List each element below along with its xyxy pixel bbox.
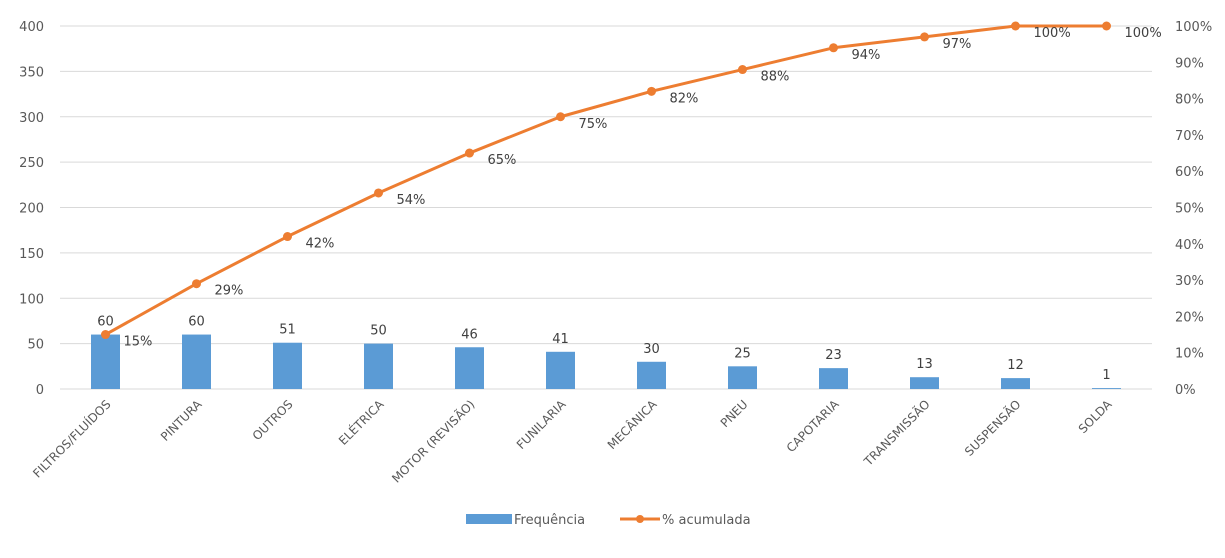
- line-data-label: 65%: [488, 153, 517, 168]
- bar: [182, 334, 211, 389]
- legend-bar-swatch: [466, 514, 512, 524]
- bar: [273, 342, 302, 389]
- y-tick-label: 0: [36, 383, 44, 398]
- y2-tick-label: 70%: [1175, 129, 1204, 144]
- cumulative-data-labels: 15% 29% 42% 54% 65% 75% 82% 88% 94% 97% 100% 100%: [124, 26, 1162, 350]
- y-tick-label: 200: [19, 202, 44, 217]
- y-axis-right: 0% 10% 20% 30% 40% 50% 60% 70% 80% 90% 100%: [1175, 20, 1212, 398]
- x-tick-label: TRANSMISSÃO: [860, 397, 933, 470]
- x-tick-label: MOTOR (REVISÃO): [388, 397, 477, 486]
- y2-tick-label: 90%: [1175, 56, 1204, 71]
- line-data-label: 54%: [397, 193, 426, 208]
- x-tick-label: ELÉTRICA: [335, 396, 387, 448]
- line-data-label: 15%: [124, 335, 153, 350]
- x-tick-label: PNEU: [718, 397, 751, 430]
- bar-data-label: 51: [279, 323, 296, 338]
- line-point: [738, 65, 747, 75]
- y-tick-label: 350: [19, 65, 44, 80]
- y2-tick-label: 30%: [1175, 274, 1204, 289]
- frequency-bars: [91, 334, 1121, 389]
- line-point: [465, 148, 474, 158]
- line-point: [283, 232, 292, 242]
- x-tick-label: SUSPENSÃO: [961, 397, 1023, 459]
- grid-lines: [60, 25, 1152, 390]
- bar-data-label: 23: [825, 348, 842, 363]
- line-data-label: 94%: [852, 48, 881, 63]
- x-tick-label: CAPOTARIA: [784, 397, 843, 456]
- frequency-data-labels: 60 60 51 50 46 41 30 25 23 13 12 1: [97, 315, 1110, 384]
- cumulative-series-line: [104, 24, 1107, 336]
- line-point: [556, 112, 565, 122]
- bar-data-label: 50: [370, 324, 387, 339]
- y2-tick-label: 20%: [1175, 310, 1204, 325]
- line-point: [101, 330, 110, 340]
- x-tick-label: MECÂNICA: [604, 396, 660, 452]
- line-data-label: 100%: [1125, 26, 1162, 41]
- line-data-label: 75%: [579, 117, 608, 132]
- y2-tick-label: 50%: [1175, 202, 1204, 217]
- y-tick-label: 300: [19, 111, 44, 126]
- x-tick-label: SOLDA: [1076, 397, 1115, 436]
- bar: [1092, 388, 1121, 389]
- y2-tick-label: 80%: [1175, 93, 1204, 108]
- x-axis-categories: FILTROS/FLUÍDOS PINTURA OUTROS ELÉTRICA MOTO…: [30, 396, 1116, 486]
- y2-tick-label: 60%: [1175, 165, 1204, 180]
- line-point: [829, 43, 838, 53]
- line-data-label: 88%: [761, 70, 790, 85]
- line-data-label: 97%: [943, 37, 972, 52]
- bar-data-label: 41: [552, 332, 569, 347]
- x-tick-label: FILTROS/FLUÍDOS: [30, 397, 114, 481]
- bar-data-label: 25: [734, 346, 751, 361]
- line-point: [920, 32, 929, 42]
- y2-tick-label: 10%: [1175, 347, 1204, 362]
- bar-data-label: 30: [643, 342, 660, 357]
- cumulative-line: [101, 21, 1111, 340]
- line-point: [1011, 21, 1020, 31]
- line-data-label: 42%: [306, 237, 335, 252]
- bar: [728, 366, 757, 389]
- y2-tick-label: 0%: [1175, 383, 1196, 398]
- bar: [637, 361, 666, 389]
- line-data-label: 82%: [670, 91, 699, 106]
- line-data-label: 100%: [1034, 26, 1071, 41]
- bar: [819, 368, 848, 389]
- x-tick-label: FUNILARIA: [514, 397, 569, 452]
- y-tick-label: 250: [19, 156, 44, 171]
- legend: Frequência % acumulada: [466, 513, 751, 528]
- y-tick-label: 50: [27, 338, 44, 353]
- bar: [91, 334, 120, 389]
- y2-tick-label: 40%: [1175, 238, 1204, 253]
- bar: [1001, 378, 1030, 389]
- line-data-label: 29%: [215, 284, 244, 299]
- y-tick-label: 100: [19, 292, 44, 307]
- line-point: [647, 86, 656, 96]
- x-tick-label: PINTURA: [158, 397, 205, 444]
- bar-data-label: 13: [916, 357, 933, 372]
- bar-data-label: 60: [188, 315, 205, 330]
- line-point: [192, 279, 201, 289]
- bar: [455, 347, 484, 389]
- bar-data-label: 1: [1102, 368, 1110, 383]
- bar-data-label: 12: [1007, 358, 1024, 373]
- bar-data-label: 60: [97, 315, 114, 330]
- legend-acumulada-label: % acumulada: [662, 513, 751, 528]
- x-tick-label: OUTROS: [250, 397, 296, 443]
- line-point: [1102, 21, 1111, 31]
- y2-tick-label: 100%: [1175, 20, 1212, 35]
- line-point: [374, 188, 383, 198]
- bar: [364, 343, 393, 389]
- y-axis-left: 0 50 100 150 200 250 300 350 400: [19, 20, 44, 398]
- y-tick-label: 150: [19, 247, 44, 262]
- bar: [546, 351, 575, 389]
- y-tick-label: 400: [19, 20, 44, 35]
- legend-frequencia-label: Frequência: [514, 513, 585, 528]
- bar-data-label: 46: [461, 327, 478, 342]
- bar: [910, 377, 939, 389]
- legend-line-marker: [636, 515, 644, 523]
